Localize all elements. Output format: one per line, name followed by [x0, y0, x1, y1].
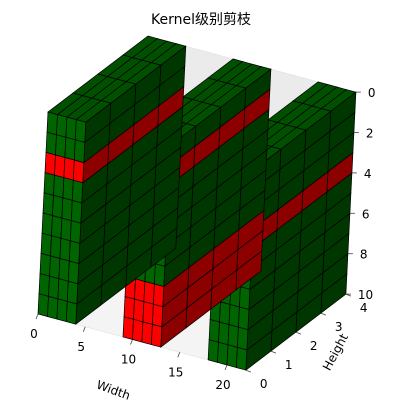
- voxel-front: [152, 303, 164, 328]
- voxel-front: [42, 192, 54, 217]
- voxel-front: [65, 300, 78, 325]
- voxel-front: [44, 151, 56, 176]
- x-tick-label: 20: [215, 378, 230, 392]
- x-tick-label: 5: [77, 340, 85, 354]
- x-tick-mark: [224, 364, 228, 371]
- voxel-front: [70, 199, 83, 224]
- voxel-front: [41, 212, 53, 237]
- y-tick-label: 0: [260, 377, 268, 391]
- voxel-front: [239, 286, 251, 310]
- voxel-front: [58, 258, 70, 282]
- voxel-front: [65, 116, 77, 141]
- axis-group: 0 5 10 15 20 0 1 2 3 4 0 2 4 6 8 10: [30, 86, 375, 392]
- voxel-front: [69, 220, 82, 244]
- voxel-front: [48, 275, 60, 300]
- y-tick-mark: [295, 331, 302, 335]
- voxel-front: [218, 321, 230, 346]
- voxel-front: [238, 306, 250, 331]
- voxel-front: [67, 260, 80, 285]
- voxel-front: [66, 280, 79, 305]
- x-tick-mark: [82, 326, 86, 332]
- voxel-front: [228, 303, 240, 328]
- voxel-front: [54, 154, 66, 179]
- x-axis-label: Width: [95, 378, 133, 403]
- voxel-front: [71, 179, 84, 204]
- z-tick-label: 0: [368, 86, 376, 100]
- voxel-front: [59, 237, 71, 262]
- y-tick-mark: [320, 312, 327, 316]
- voxel-front: [74, 119, 87, 143]
- voxel-front: [123, 296, 135, 320]
- voxel-front: [45, 131, 57, 156]
- voxel-front: [142, 301, 154, 325]
- voxel-front: [143, 281, 155, 305]
- voxel-front: [132, 318, 144, 343]
- voxel-front: [208, 319, 220, 343]
- voxel-front: [226, 344, 238, 369]
- voxel-front: [46, 111, 58, 136]
- voxel-front: [207, 339, 219, 363]
- voxel-front: [52, 194, 64, 219]
- block-1: [37, 35, 187, 325]
- voxel-front: [56, 298, 68, 323]
- x-tick-label: 10: [121, 353, 136, 367]
- voxel-front: [153, 283, 165, 308]
- voxel-front: [134, 278, 146, 303]
- voxel-front: [62, 177, 74, 201]
- x-tick-mark: [130, 339, 133, 345]
- voxel-front: [40, 232, 52, 257]
- voxel-front: [236, 346, 248, 371]
- voxel-front: [49, 255, 61, 280]
- voxel-front: [64, 136, 76, 161]
- voxel-front: [151, 323, 163, 348]
- voxel-front: [50, 235, 62, 259]
- voxel-front: [51, 215, 63, 239]
- z-tick-label: 4: [364, 167, 372, 181]
- voxel-front: [39, 252, 51, 277]
- voxel-front: [57, 278, 69, 302]
- x-tick-mark: [35, 313, 39, 320]
- y-tick-mark: [270, 350, 277, 354]
- voxel-front: [72, 159, 85, 184]
- voxel-front: [219, 301, 231, 326]
- voxel-front: [60, 217, 72, 242]
- voxel-front: [141, 321, 153, 346]
- x-tick-label: 15: [168, 365, 183, 379]
- voxel-front: [154, 263, 166, 287]
- x-tick-label: 0: [30, 327, 38, 341]
- voxel-front: [53, 174, 65, 199]
- z-tick-label: 6: [362, 207, 370, 221]
- y-tick-label: 4: [360, 301, 368, 315]
- y-axis-label: Height: [320, 331, 351, 373]
- voxel-front: [122, 316, 134, 340]
- voxel-front: [55, 134, 67, 158]
- voxel-group: [37, 35, 357, 371]
- z-tick-label: 10: [358, 288, 373, 302]
- voxel-front: [63, 157, 75, 181]
- voxel-front: [37, 293, 49, 318]
- y-tick-label: 1: [285, 358, 293, 372]
- voxel-front: [43, 172, 55, 196]
- y-tick-label: 2: [310, 339, 318, 353]
- voxel-front: [133, 298, 145, 323]
- voxel-front: [38, 273, 50, 297]
- y-tick-mark: [245, 369, 252, 373]
- x-tick-mark: [177, 352, 181, 358]
- z-tick-label: 8: [360, 248, 368, 262]
- voxel-front: [237, 326, 249, 351]
- voxel-front: [61, 197, 73, 222]
- y-tick-label: 3: [335, 320, 343, 334]
- chart-title: Kernel级别剪枝: [151, 12, 251, 28]
- voxel-front: [56, 114, 68, 138]
- z-tick-label: 2: [366, 127, 374, 141]
- voxel-front: [47, 295, 59, 320]
- voxel-front: [217, 341, 229, 366]
- voxel-front: [227, 324, 239, 348]
- voxel-front: [68, 240, 81, 265]
- voxel-front: [73, 139, 86, 164]
